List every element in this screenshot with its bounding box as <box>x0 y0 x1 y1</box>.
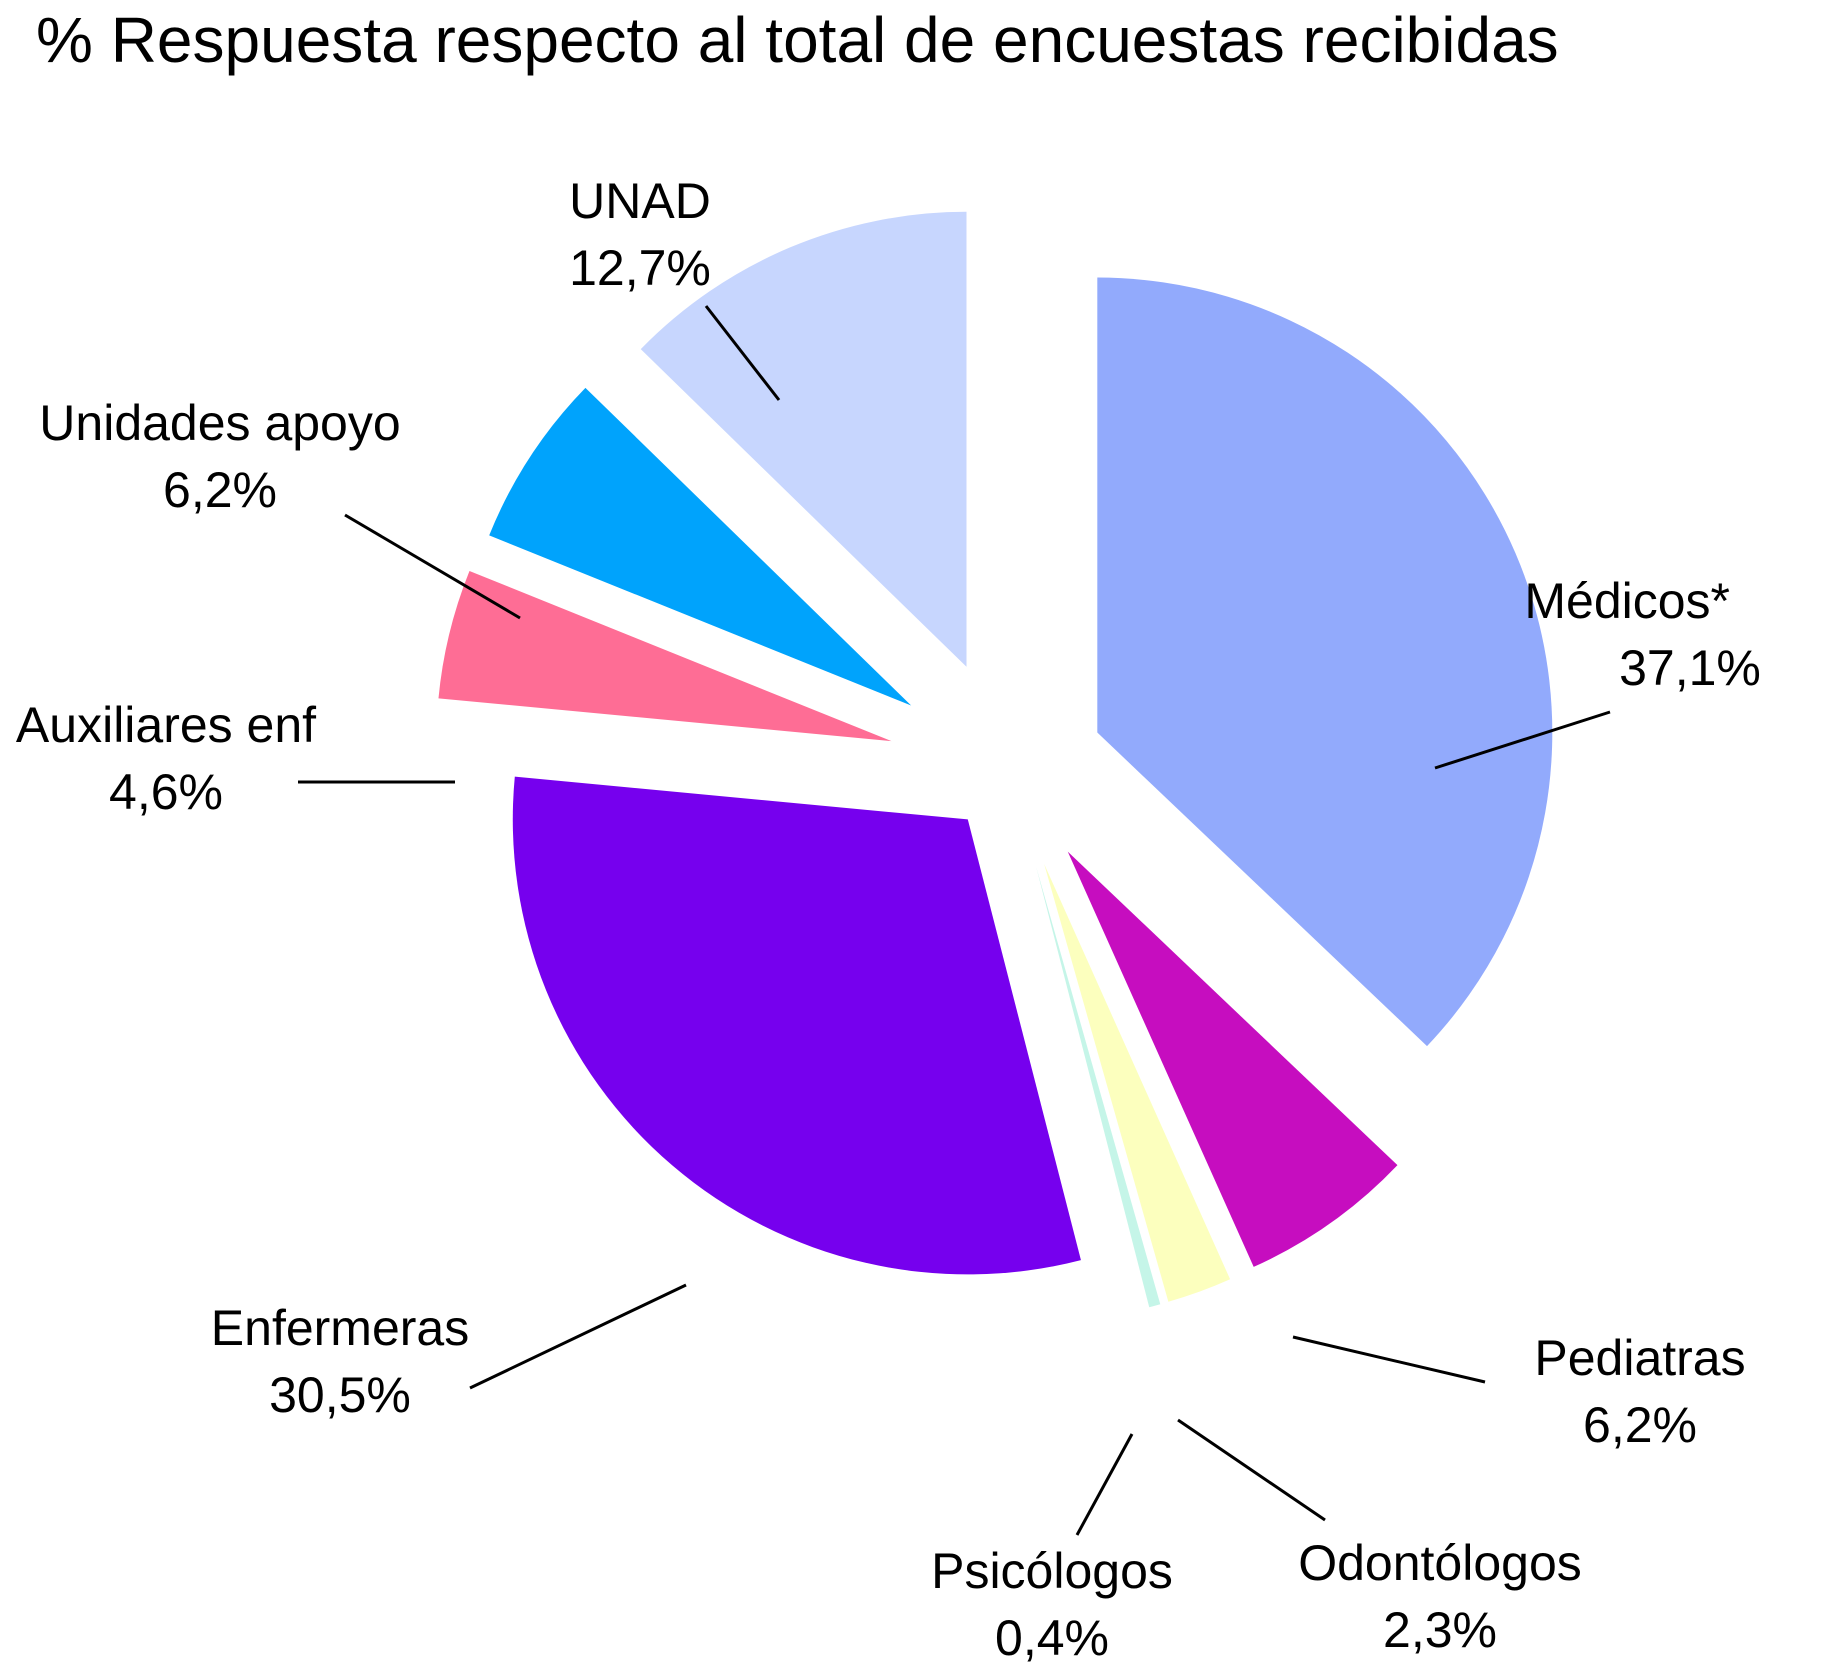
leader-line <box>704 305 781 401</box>
slice-label: UNAD <box>569 173 711 229</box>
leader-line <box>1434 710 1611 770</box>
slice-label: Enfermeras <box>211 1300 469 1356</box>
slice-value-label: 30,5% <box>269 1367 411 1423</box>
slice-label: Médicos* <box>1524 573 1730 629</box>
slice-value-label: 2,3% <box>1383 1602 1497 1658</box>
slice-label: Unidades apoyo <box>39 395 400 451</box>
pie-slices <box>438 211 1553 1308</box>
slice-label: Auxiliares enf <box>16 697 316 753</box>
slice-labels: Médicos* 37,1% Pediatras 6,2% Odontólogos 2,3… <box>16 173 1761 1666</box>
pie-slice-unidades-apoyo <box>489 387 912 706</box>
leader-line <box>344 513 521 620</box>
slice-value-label: 6,2% <box>1583 1397 1697 1453</box>
chart-title: % Respuesta respecto al total de encuest… <box>36 4 1559 76</box>
slice-value-label: 37,1% <box>1619 640 1761 696</box>
slice-value-label: 12,7% <box>569 240 711 296</box>
pie-slice-enfermeras <box>512 776 1081 1275</box>
slice-value-label: 6,2% <box>163 462 277 518</box>
slice-label: Pediatras <box>1534 1330 1745 1386</box>
pie-slice-pediatras <box>1067 851 1398 1267</box>
slice-value-label: 0,4% <box>995 1610 1109 1666</box>
pie-slice-psicólogos <box>1036 866 1161 1308</box>
leader-line <box>1292 1335 1486 1384</box>
slice-label: Odontólogos <box>1298 1535 1582 1591</box>
pie-slice-odontólogos <box>1044 863 1231 1302</box>
leader-line <box>1177 1418 1326 1522</box>
slice-label: Psicólogos <box>931 1543 1173 1599</box>
pie-slice-médicos <box>1097 277 1553 1047</box>
leader-lines <box>298 305 1611 1536</box>
leader-line <box>469 1283 687 1390</box>
pie-slice-auxiliares-enf <box>438 570 892 742</box>
slice-value-label: 4,6% <box>109 764 223 820</box>
leader-line <box>1075 1433 1134 1536</box>
